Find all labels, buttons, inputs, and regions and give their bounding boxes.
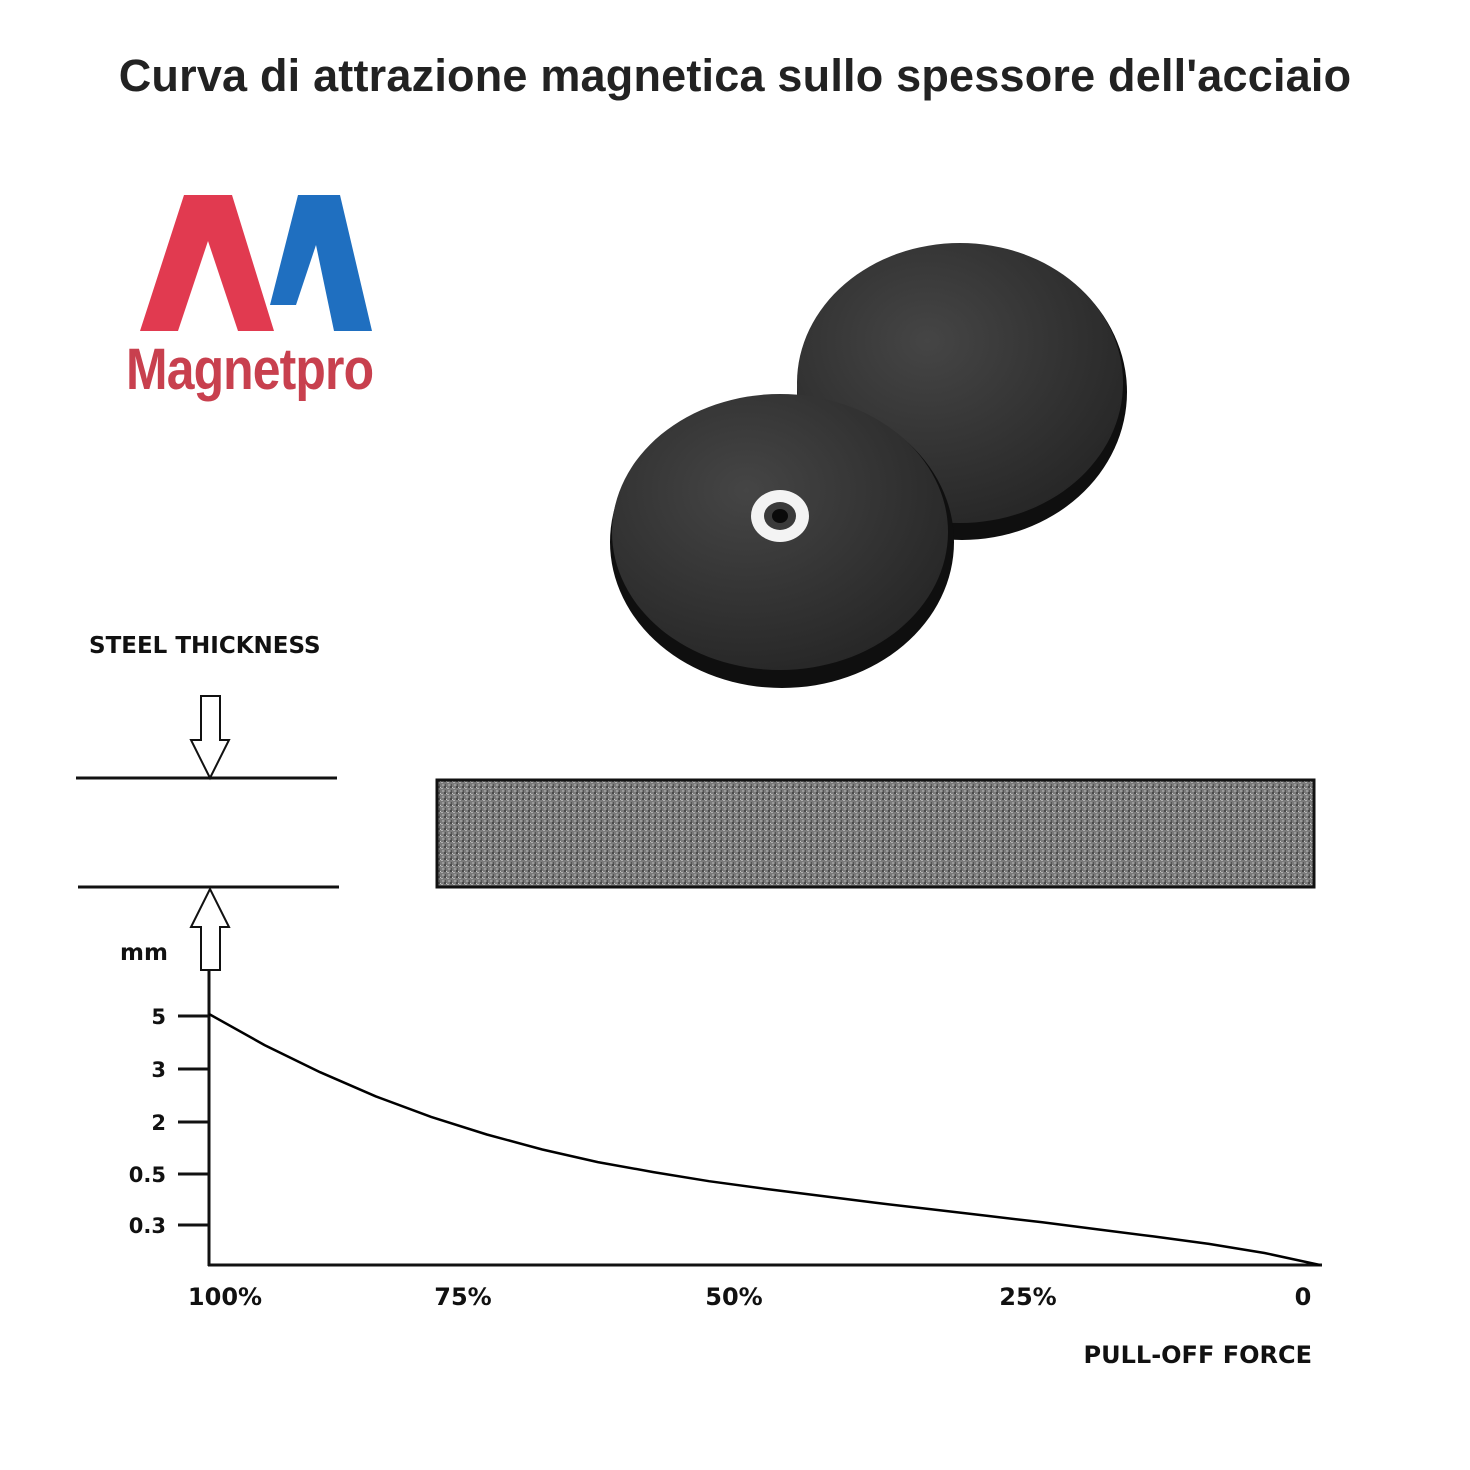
series-line (208, 1012, 1321, 1267)
page-title: Curva di attrazione magnetica sullo spes… (118, 50, 1352, 101)
y-tick-label: 3 (151, 1058, 166, 1082)
logo-text: Magnetpro (126, 337, 374, 402)
magnet-discs-image (610, 243, 1127, 688)
steel-plate (435, 778, 1316, 889)
x-tick-label: 100% (188, 1283, 262, 1311)
magnetpro-logo (140, 195, 372, 331)
x-axis-title: PULL-OFF FORCE (1084, 1341, 1312, 1369)
x-tick-label: 50% (705, 1283, 762, 1311)
y-axis-unit: mm (120, 940, 168, 966)
y-tick-label: 2 (151, 1111, 166, 1135)
y-tick-label: 5 (151, 1005, 166, 1029)
x-ticks: 100% 75% 50% 25% 0 (188, 1283, 1311, 1311)
down-arrow-icon (189, 695, 231, 781)
y-axis-title: STEEL THICKNESS (89, 633, 321, 659)
front-magnet-disc (610, 394, 954, 688)
logo-right-peak (270, 195, 372, 331)
x-tick-label: 25% (999, 1283, 1056, 1311)
y-ticks: 5 3 2 0.5 0.3 (129, 1005, 209, 1238)
y-tick-label: 0.5 (129, 1163, 166, 1187)
x-tick-label: 0 (1295, 1283, 1312, 1311)
logo-left-peak (140, 195, 274, 331)
up-arrow-icon (189, 886, 231, 971)
y-tick-label: 0.3 (129, 1214, 166, 1238)
x-tick-label: 75% (434, 1283, 491, 1311)
